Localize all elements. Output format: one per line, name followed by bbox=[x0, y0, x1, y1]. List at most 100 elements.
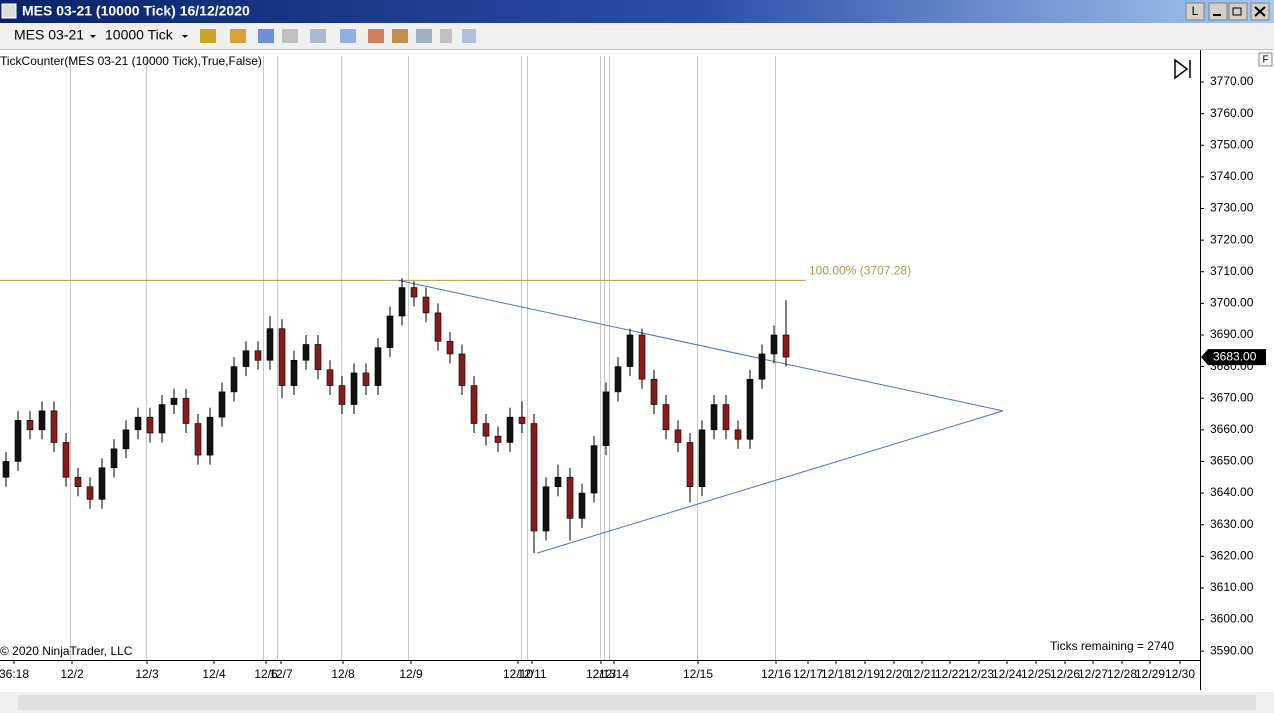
x-tick-label: 12/21 bbox=[907, 667, 937, 681]
candle-body bbox=[578, 492, 586, 519]
properties-button[interactable] bbox=[368, 29, 384, 43]
x-tick-label: 12/7 bbox=[269, 667, 293, 681]
data-box-button[interactable] bbox=[462, 29, 476, 43]
candle-body bbox=[14, 420, 22, 462]
candle-body bbox=[554, 476, 562, 488]
candle-body bbox=[482, 423, 490, 437]
candle-body bbox=[386, 315, 394, 348]
strategy-button[interactable] bbox=[416, 29, 432, 43]
candle-body bbox=[254, 350, 262, 361]
dropdown-arrow bbox=[90, 35, 96, 38]
candle-body bbox=[770, 334, 778, 355]
minimize-button[interactable] bbox=[1208, 2, 1228, 21]
link-button-label: L bbox=[1192, 4, 1199, 18]
trend-line bbox=[536, 410, 1004, 554]
x-tick-label: 12/9 bbox=[399, 667, 423, 681]
y-tick-label: 3760.00 bbox=[1210, 106, 1254, 120]
candle-body bbox=[50, 410, 58, 443]
toolbar bbox=[0, 23, 1274, 50]
app-icon bbox=[1, 3, 17, 19]
candle-body bbox=[518, 416, 526, 424]
link-button[interactable] bbox=[1185, 2, 1205, 21]
candle-body bbox=[278, 328, 286, 386]
candle-body bbox=[470, 385, 478, 424]
x-tick-label: 12/14 bbox=[599, 667, 629, 681]
candle-body bbox=[446, 340, 454, 355]
template-button[interactable] bbox=[440, 29, 452, 43]
draw-button[interactable] bbox=[230, 29, 246, 43]
panel-button[interactable] bbox=[1258, 52, 1273, 67]
candle-body bbox=[626, 334, 634, 367]
candle-body bbox=[590, 445, 598, 494]
y-tick-label: 3610.00 bbox=[1210, 580, 1254, 594]
y-tick-label: 3650.00 bbox=[1210, 454, 1254, 468]
x-tick-label: 12/8 bbox=[331, 667, 355, 681]
toolbar-icons bbox=[200, 29, 476, 43]
trend-line bbox=[397, 279, 1004, 412]
candle-body bbox=[566, 476, 574, 519]
x-tick-label: 12/24 bbox=[992, 667, 1022, 681]
x-tick-label: 12/11 bbox=[517, 667, 546, 681]
candle-body bbox=[410, 287, 418, 298]
x-tick-label: 12/13 bbox=[586, 667, 616, 681]
indicator-button[interactable] bbox=[392, 29, 408, 43]
last-price-label: 3683.00 bbox=[1213, 349, 1257, 363]
candle-body bbox=[230, 366, 238, 393]
x-tick-label: 36:18 bbox=[0, 667, 29, 681]
candle-body bbox=[650, 378, 658, 405]
candle-body bbox=[422, 296, 430, 314]
candle-body bbox=[494, 435, 502, 443]
cursor-button[interactable] bbox=[310, 29, 326, 43]
scroll-end-button[interactable] bbox=[1174, 58, 1191, 80]
copyright: © 2020 NinjaTrader, LLC bbox=[0, 644, 133, 658]
x-tick-label: 12/27 bbox=[1078, 667, 1108, 681]
y-tick-label: 3600.00 bbox=[1210, 612, 1254, 626]
x-tick-label: 12/25 bbox=[1021, 667, 1051, 681]
bar-type-button[interactable] bbox=[200, 29, 216, 43]
zoom-button[interactable] bbox=[340, 29, 356, 43]
restore-button[interactable] bbox=[1228, 2, 1248, 21]
x-tick-label: 12/20 bbox=[879, 667, 909, 681]
candle-body bbox=[662, 404, 670, 431]
candle-body bbox=[722, 404, 730, 431]
candle-body bbox=[2, 461, 10, 478]
candle-body bbox=[74, 476, 82, 488]
candle-body bbox=[326, 369, 334, 386]
candle-body bbox=[134, 416, 142, 431]
candle-body bbox=[614, 366, 622, 393]
y-tick-label: 3710.00 bbox=[1210, 264, 1254, 278]
candle-body bbox=[530, 423, 538, 532]
x-tick-label: 12/29 bbox=[1135, 667, 1165, 681]
candle-body bbox=[782, 334, 790, 358]
candle-body bbox=[62, 442, 70, 478]
candle-body bbox=[242, 350, 250, 367]
crosshair-button[interactable] bbox=[258, 29, 274, 43]
scrollbar-thumb[interactable] bbox=[18, 695, 1256, 710]
candle-body bbox=[38, 410, 46, 431]
x-tick-label: 12/22 bbox=[935, 667, 965, 681]
y-tick-label: 3640.00 bbox=[1210, 485, 1254, 499]
x-tick-label: 12/26 bbox=[1050, 667, 1080, 681]
x-tick-label: 12/4 bbox=[202, 667, 226, 681]
x-tick-label: 12/10 bbox=[503, 667, 533, 681]
close-icon bbox=[1254, 6, 1266, 17]
y-tick-label: 3750.00 bbox=[1210, 137, 1254, 151]
x-tick-label: 12/2 bbox=[60, 667, 84, 681]
x-tick-label: 12/16 bbox=[761, 667, 791, 681]
instrument-selector[interactable]: MES 03-21 bbox=[14, 27, 84, 43]
candle-body bbox=[266, 328, 274, 361]
candle-body bbox=[122, 429, 130, 450]
x-tick-label: 12/18 bbox=[821, 667, 851, 681]
candle-body bbox=[314, 344, 322, 371]
panel-button-label: F bbox=[1262, 55, 1268, 66]
candle-body bbox=[458, 353, 466, 386]
plot-area: 3590.00 3600.00 3610.00 3620.00 3630.00 3640.… bbox=[0, 56, 1266, 681]
candle-body bbox=[710, 404, 718, 431]
tool-button[interactable] bbox=[282, 29, 298, 43]
window-title: MES 03-21 (10000 Tick) 16/12/2020 bbox=[22, 3, 250, 19]
dropdown-arrow bbox=[182, 35, 188, 38]
candle-body bbox=[182, 397, 190, 424]
interval-selector[interactable]: 10000 Tick bbox=[105, 27, 174, 43]
